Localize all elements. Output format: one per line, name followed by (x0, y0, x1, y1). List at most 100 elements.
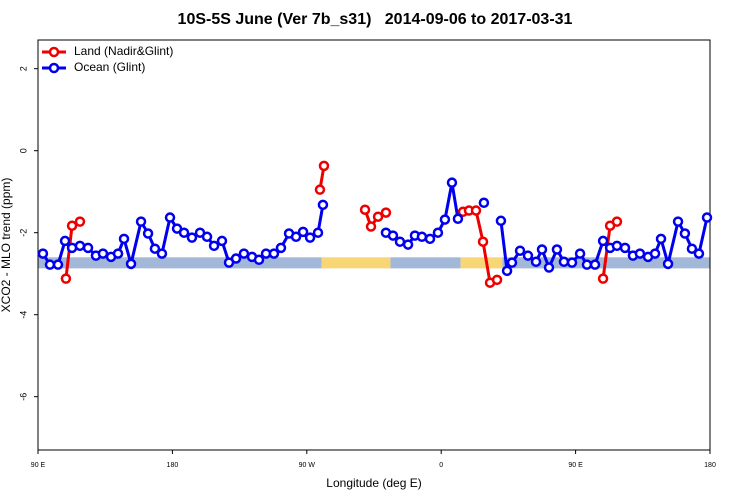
data-point (317, 199, 329, 211)
data-point (558, 256, 570, 268)
data-point (619, 242, 631, 254)
y-tick-label: 0 (18, 148, 28, 153)
data-point (551, 244, 563, 255)
data-point (477, 236, 489, 247)
data-point (491, 274, 503, 286)
data-point (686, 243, 698, 254)
data-point (470, 205, 482, 216)
data-point (142, 228, 154, 239)
data-point (297, 226, 309, 238)
data-point (66, 220, 78, 231)
data-point (530, 256, 542, 268)
data-point (149, 243, 161, 254)
data-point (672, 216, 684, 227)
data-point (359, 204, 371, 215)
data-point (97, 248, 109, 259)
surface-segment (460, 257, 503, 269)
data-point (439, 214, 451, 225)
y-tick-label: 2 (18, 66, 28, 71)
data-point (649, 248, 661, 259)
data-point (543, 262, 555, 273)
y-axis-label: XCO2 - MLO trend (ppm) (0, 178, 13, 313)
data-point (52, 259, 64, 270)
data-point (446, 177, 458, 188)
legend-label: Land (Nadir&Glint) (74, 44, 173, 58)
data-point (125, 258, 137, 270)
data-point (59, 235, 71, 247)
x-tick-label: 90 E (568, 462, 583, 469)
surface-segment (390, 257, 461, 269)
x-tick-label: 180 (167, 462, 179, 469)
data-point (44, 259, 56, 270)
data-point (365, 221, 377, 232)
data-point (216, 235, 228, 247)
data-point (536, 244, 548, 255)
data-point (387, 230, 399, 241)
data-point (74, 216, 86, 227)
y-tick-label: -2 (18, 229, 28, 237)
data-point (416, 231, 428, 243)
data-point (275, 242, 287, 254)
legend-label: Ocean (Glint) (74, 60, 145, 74)
data-point (679, 228, 691, 239)
x-tick-label: 90 W (299, 462, 316, 469)
data-point (655, 233, 667, 245)
data-point (312, 227, 324, 238)
legend-marker (48, 62, 60, 74)
data-point (186, 232, 198, 243)
data-point (693, 248, 705, 259)
data-point (290, 231, 302, 243)
data-point (597, 273, 609, 284)
data-point (304, 232, 316, 243)
data-point (208, 240, 220, 252)
data-point (201, 231, 213, 243)
data-point (574, 248, 586, 259)
data-point (506, 257, 518, 268)
surface-segment (321, 257, 391, 269)
data-point (701, 212, 713, 223)
data-point (581, 259, 593, 270)
data-point (452, 213, 464, 225)
data-point (611, 240, 623, 252)
data-point (478, 197, 490, 209)
data-point (314, 184, 326, 195)
surface-segment (38, 257, 322, 269)
x-tick-label: 0 (439, 462, 443, 469)
data-point (589, 259, 601, 270)
data-point (135, 216, 147, 227)
plot-frame (37, 39, 711, 451)
data-point (253, 254, 265, 266)
data-point (118, 233, 130, 245)
x-axis-label: Longitude (deg E) (326, 476, 421, 490)
data-point (495, 215, 507, 227)
data-point (380, 207, 392, 218)
data-point (566, 257, 578, 268)
data-point (424, 233, 436, 245)
data-point (82, 242, 94, 254)
data-point (238, 248, 250, 259)
data-point (60, 273, 72, 284)
x-tick-label: 90 E (31, 462, 46, 469)
x-tick-label: 180 (704, 462, 716, 469)
data-point (514, 245, 526, 256)
data-point (164, 212, 176, 223)
data-point (634, 248, 646, 259)
data-point (522, 250, 534, 261)
data-point (394, 236, 406, 247)
data-point (178, 227, 190, 238)
data-point (230, 253, 242, 264)
y-tick-label: -6 (18, 393, 28, 401)
chart-title: 10S-5S June (Ver 7b_s31) 2014-09-06 to 2… (178, 11, 573, 28)
data-point (372, 211, 384, 222)
legend-marker (48, 46, 60, 58)
y-tick-label: -4 (18, 311, 28, 319)
data-point (37, 248, 49, 259)
data-point (318, 160, 330, 172)
data-point (501, 265, 513, 277)
data-point (662, 258, 674, 270)
data-point (597, 235, 609, 247)
data-point (156, 248, 168, 259)
data-point (611, 216, 623, 227)
data-point (74, 240, 86, 252)
